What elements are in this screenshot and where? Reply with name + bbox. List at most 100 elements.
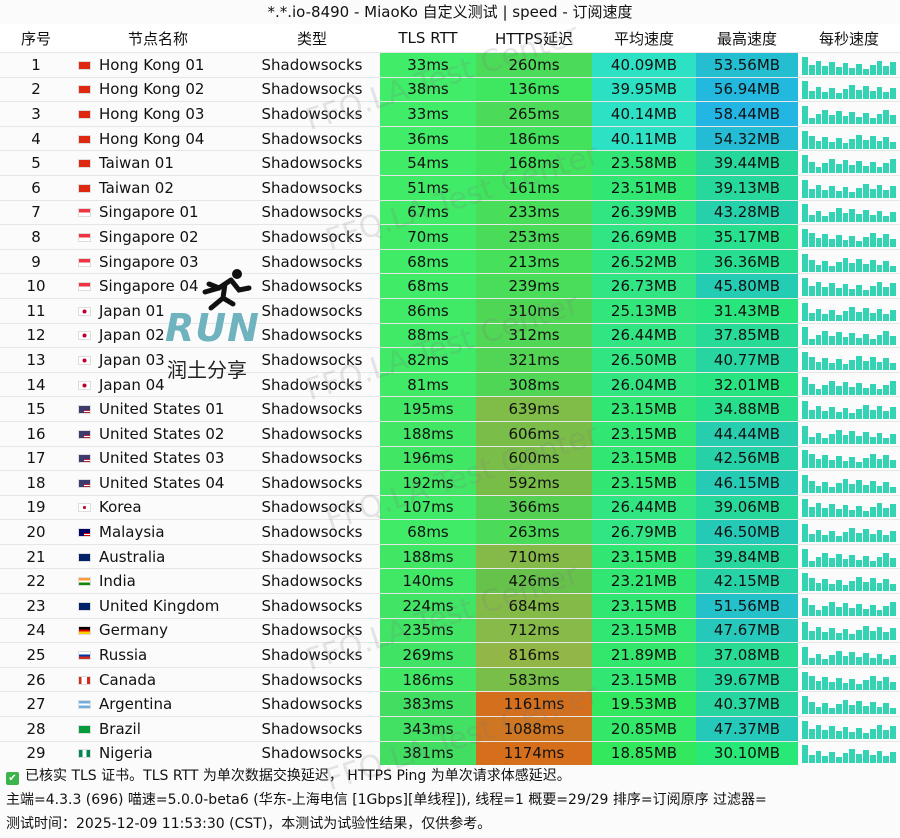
sparkline-bar bbox=[890, 460, 896, 469]
per-second-sparkline bbox=[798, 568, 900, 594]
max-speed-cell: 45.80MB bbox=[696, 273, 798, 299]
max-speed-cell: 30.10MB bbox=[696, 740, 798, 766]
sparkline-bar bbox=[856, 506, 863, 518]
table-body: 1 Hong Kong 01 Shadowsocks 33ms 260ms 40.09MB… bbox=[0, 52, 900, 766]
node-type: Shadowsocks bbox=[244, 199, 380, 225]
https-latency-cell: 712ms bbox=[476, 617, 592, 643]
node-type: Shadowsocks bbox=[244, 666, 380, 692]
hk-flag-icon bbox=[78, 85, 91, 95]
https-latency-cell: 1174ms bbox=[476, 740, 592, 766]
tls-rtt-cell: 54ms bbox=[380, 150, 476, 176]
table-row: 2 Hong Kong 02 Shadowsocks 38ms 136ms 39.95MB… bbox=[0, 76, 900, 102]
sparkline-bar bbox=[890, 628, 896, 641]
sg-flag-icon bbox=[78, 208, 91, 218]
sparkline-bar bbox=[829, 433, 835, 444]
tls-rtt-cell: 68ms bbox=[380, 248, 476, 274]
sparkline-bar bbox=[883, 384, 890, 395]
sparkline-bar bbox=[842, 62, 849, 75]
table-row: 21 Australia Shadowsocks 188ms 710ms 23.15MB 3… bbox=[0, 543, 900, 569]
sparkline-bar bbox=[842, 558, 849, 567]
sparkline-bar bbox=[869, 560, 876, 567]
col-node-name: 节点名称 bbox=[72, 24, 244, 53]
https-latency-cell: 592ms bbox=[476, 470, 592, 496]
sparkline-bar bbox=[856, 657, 863, 666]
sparkline-bar bbox=[863, 263, 869, 272]
sparkline-bar bbox=[829, 114, 835, 124]
sparkline-bar bbox=[822, 676, 829, 690]
sparkline-bar bbox=[856, 355, 863, 370]
sparkline-bar bbox=[829, 159, 835, 174]
sparkline-bar bbox=[835, 314, 842, 321]
sparkline-bar bbox=[842, 186, 849, 198]
sparkline-bar bbox=[869, 604, 876, 616]
sparkline-bar bbox=[890, 531, 896, 543]
node-type: Shadowsocks bbox=[244, 740, 380, 766]
sparkline-bar bbox=[829, 681, 835, 690]
https-latency-cell: 312ms bbox=[476, 322, 592, 348]
sparkline-bar bbox=[863, 511, 869, 518]
https-latency-cell: 213ms bbox=[476, 248, 592, 274]
sparkline-bar bbox=[815, 485, 822, 493]
sparkline-bar bbox=[829, 185, 835, 198]
sparkline-bar bbox=[822, 481, 829, 493]
sparkline-bar bbox=[802, 56, 808, 75]
sparkline-bar bbox=[822, 92, 829, 100]
sparkline-bar bbox=[863, 86, 869, 100]
sparkline-bar bbox=[815, 406, 822, 420]
tls-rtt-cell: 70ms bbox=[380, 224, 476, 250]
sparkline-bar bbox=[815, 388, 822, 395]
col-index: 序号 bbox=[0, 24, 72, 53]
sparkline-bar bbox=[815, 751, 822, 764]
sparkline-bar bbox=[849, 191, 856, 198]
sparkline-bar bbox=[822, 216, 829, 223]
sparkline-bar bbox=[876, 211, 883, 223]
sparkline-bar bbox=[890, 238, 896, 247]
tls-rtt-cell: 36ms bbox=[380, 125, 476, 151]
sparkline-bar bbox=[829, 601, 835, 616]
node-name: Nigeria bbox=[72, 740, 244, 766]
sparkline-bar bbox=[869, 312, 876, 321]
row-index: 26 bbox=[0, 666, 72, 692]
sparkline-bar bbox=[802, 351, 808, 370]
node-type: Shadowsocks bbox=[244, 494, 380, 520]
https-latency-cell: 308ms bbox=[476, 371, 592, 397]
sparkline-bar bbox=[876, 503, 883, 518]
footer-line-3: 测试时间：2025-12-09 11:53:30 (CST)，本测试为试验性结果… bbox=[6, 816, 492, 832]
tls-rtt-cell: 140ms bbox=[380, 568, 476, 594]
sparkline-bar bbox=[856, 559, 863, 567]
hk-flag-icon bbox=[78, 134, 91, 144]
sparkline-bar bbox=[863, 679, 869, 690]
sparkline-bar bbox=[883, 136, 890, 149]
sparkline-bar bbox=[883, 552, 890, 567]
sparkline-bar bbox=[835, 536, 842, 543]
sparkline-bar bbox=[883, 216, 890, 223]
sparkline-bar bbox=[802, 450, 808, 469]
row-index: 8 bbox=[0, 224, 72, 250]
https-latency-cell: 684ms bbox=[476, 593, 592, 619]
sparkline-bar bbox=[808, 728, 815, 739]
sparkline-bar bbox=[869, 188, 876, 198]
node-type: Shadowsocks bbox=[244, 691, 380, 717]
row-index: 13 bbox=[0, 347, 72, 373]
avg-speed-cell: 26.04MB bbox=[592, 371, 696, 397]
sparkline-bar bbox=[808, 117, 815, 124]
sparkline-bar bbox=[863, 183, 869, 198]
sparkline-bar bbox=[835, 456, 842, 469]
max-speed-cell: 36.36MB bbox=[696, 248, 798, 274]
col-type: 类型 bbox=[244, 24, 380, 53]
sparkline-bar bbox=[856, 311, 863, 321]
sparkline-bar bbox=[822, 163, 829, 174]
sparkline-bar bbox=[856, 90, 863, 100]
sparkline-bar bbox=[849, 111, 856, 124]
avg-speed-cell: 26.50MB bbox=[592, 347, 696, 373]
sparkline-bar bbox=[808, 631, 815, 641]
sparkline-bar bbox=[863, 210, 869, 223]
sparkline-bar bbox=[890, 114, 896, 124]
node-type: Shadowsocks bbox=[244, 174, 380, 201]
sparkline-bar bbox=[829, 628, 835, 641]
sparkline-bar bbox=[808, 135, 815, 149]
cn-flag-icon bbox=[78, 183, 91, 193]
sparkline-bar bbox=[883, 260, 890, 272]
sparkline-bar bbox=[802, 278, 808, 297]
row-index: 4 bbox=[0, 125, 72, 151]
